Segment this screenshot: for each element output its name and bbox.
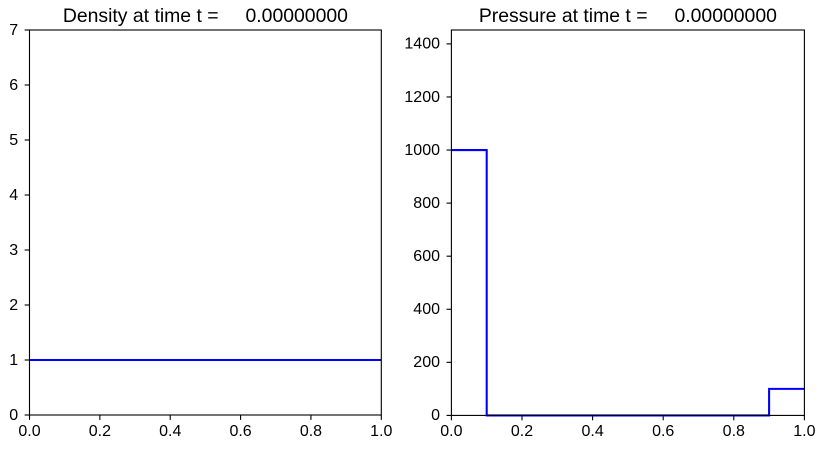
svg-text:400: 400 bbox=[413, 301, 440, 318]
svg-text:Density at time t = 0.0000: Density at time t = 0.00000000 bbox=[63, 5, 348, 27]
svg-text:0.4: 0.4 bbox=[581, 423, 603, 440]
svg-text:1: 1 bbox=[9, 352, 18, 369]
svg-text:0.6: 0.6 bbox=[652, 423, 674, 440]
svg-text:0.0: 0.0 bbox=[440, 423, 462, 440]
svg-text:5: 5 bbox=[9, 132, 18, 149]
svg-text:1.0: 1.0 bbox=[370, 423, 392, 440]
svg-text:6: 6 bbox=[9, 77, 18, 94]
svg-text:0.2: 0.2 bbox=[511, 423, 533, 440]
svg-text:0: 0 bbox=[9, 407, 18, 424]
svg-text:1000: 1000 bbox=[404, 142, 440, 159]
svg-text:0.2: 0.2 bbox=[89, 423, 111, 440]
svg-text:0.8: 0.8 bbox=[723, 423, 745, 440]
svg-text:4: 4 bbox=[9, 187, 18, 204]
svg-text:7: 7 bbox=[9, 22, 18, 39]
svg-text:2: 2 bbox=[9, 297, 18, 314]
svg-text:0.8: 0.8 bbox=[300, 423, 322, 440]
svg-text:Pressure at time t = 0.000: Pressure at time t = 0.00000000 bbox=[479, 5, 777, 27]
svg-text:600: 600 bbox=[413, 248, 440, 265]
svg-text:200: 200 bbox=[413, 354, 440, 371]
svg-text:1200: 1200 bbox=[404, 89, 440, 106]
svg-text:1400: 1400 bbox=[404, 36, 440, 53]
svg-text:0.6: 0.6 bbox=[229, 423, 251, 440]
svg-text:0: 0 bbox=[431, 407, 440, 424]
svg-text:1.0: 1.0 bbox=[793, 423, 815, 440]
svg-text:0.0: 0.0 bbox=[18, 423, 40, 440]
svg-text:0.4: 0.4 bbox=[159, 423, 181, 440]
svg-text:800: 800 bbox=[413, 195, 440, 212]
svg-text:3: 3 bbox=[9, 242, 18, 259]
